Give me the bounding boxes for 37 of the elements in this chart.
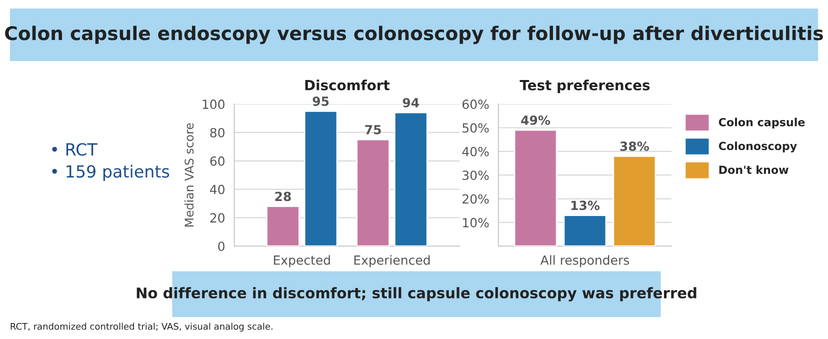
data-label: 28 [275, 192, 291, 202]
chart-title: Test preferences [520, 80, 650, 94]
data-label: 75 [365, 125, 381, 134]
text: RCT, randomized controlled trial; VAS, visual analog scale. [10, 322, 272, 332]
data-label: 49% [521, 115, 550, 125]
text: • 159 patients [52, 164, 170, 181]
text: No difference in discomfort; still capsule colonoscopy was preferred [136, 287, 696, 302]
x-tick-label: All responders [540, 255, 630, 268]
y-tick-label: 0 [218, 242, 224, 252]
y-tick-label: 10% [463, 218, 489, 228]
y-axis-title: Median VAS score [184, 123, 194, 226]
data-label: 94 [402, 98, 420, 108]
bar [304, 110, 338, 246]
y-tick-label: 40 [210, 184, 224, 194]
bar [394, 112, 428, 246]
data-label: 38% [620, 142, 649, 151]
x-tick-label: Experienced [354, 255, 430, 268]
data-label: 13% [571, 200, 600, 210]
chart-title: Discomfort [305, 80, 390, 90]
text: • RCT [52, 143, 98, 156]
bar [356, 138, 390, 246]
y-tick-label: 100 [202, 100, 224, 109]
legend-label: Colon capsule [718, 118, 805, 128]
y-tick-label: 60% [462, 100, 489, 109]
legend-label: Don't know [719, 165, 788, 174]
y-tick-label: 20% [462, 194, 489, 204]
data-label: 95 [312, 96, 329, 106]
legend-label: Colonoscopy [718, 142, 797, 152]
y-tick-label: 80 [210, 128, 224, 138]
text: Colon capsule endoscopy versus colonoscopy for follow-up after diverticulitis [5, 26, 823, 44]
x-tick-label: Expected [274, 255, 330, 268]
y-tick-label: 40% [462, 146, 489, 156]
y-tick-label: 20 [210, 213, 224, 223]
y-tick-label: 50% [462, 123, 489, 133]
y-tick-label: 30% [462, 170, 489, 180]
y-tick-label: 60 [210, 156, 224, 166]
bar [266, 206, 300, 246]
